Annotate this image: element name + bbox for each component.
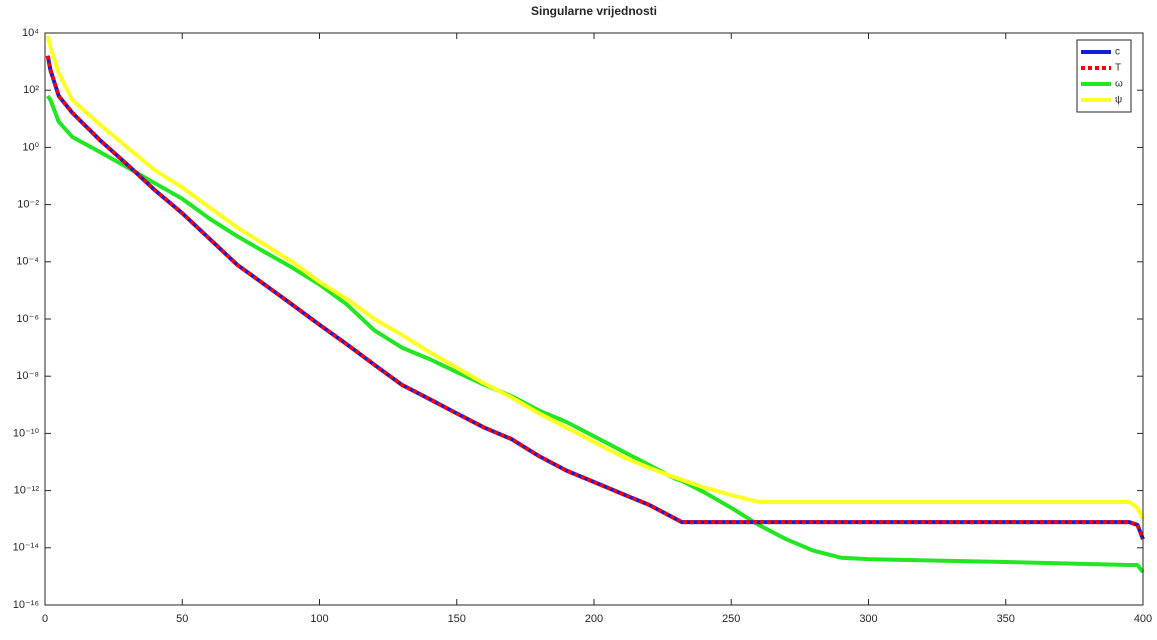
y-tick-label: 10⁻¹⁶: [13, 599, 39, 611]
x-tick-label: 300: [859, 613, 877, 625]
y-tick-label: 10⁻⁶: [16, 313, 39, 325]
x-tick-label: 400: [1134, 613, 1152, 625]
y-tick-label: 10⁻¹⁴: [13, 542, 40, 554]
x-tick-label: 150: [448, 613, 466, 625]
series-line: [45, 35, 1145, 521]
legend-label: T: [1115, 63, 1121, 74]
y-tick-label: 10⁻¹²: [14, 485, 40, 497]
y-tick-label: 10⁻⁴: [16, 256, 39, 268]
chart-title: Singularne vrijednosti: [531, 4, 657, 18]
y-tick-label: 10²: [23, 84, 39, 96]
x-tick-label: 200: [585, 613, 603, 625]
plot-area: [45, 33, 1143, 605]
y-tick-label: 10⁻⁸: [16, 370, 39, 382]
legend-label: c: [1115, 47, 1120, 58]
legend-label: ω: [1115, 79, 1123, 90]
x-tick-label: 0: [42, 613, 48, 625]
y-tick-label: 10⁻¹⁰: [13, 427, 40, 439]
x-tick-label: 250: [722, 613, 740, 625]
x-tick-label: 350: [997, 613, 1015, 625]
y-tick-label: 10⁴: [22, 27, 39, 39]
legend-label: ψ: [1115, 95, 1122, 106]
y-tick-label: 10⁰: [22, 141, 39, 153]
y-tick-label: 10⁻²: [17, 199, 39, 211]
axes-box: [44, 32, 1144, 606]
series-line: [45, 55, 1145, 540]
x-tick-label: 100: [310, 613, 328, 625]
x-tick-label: 50: [176, 613, 188, 625]
